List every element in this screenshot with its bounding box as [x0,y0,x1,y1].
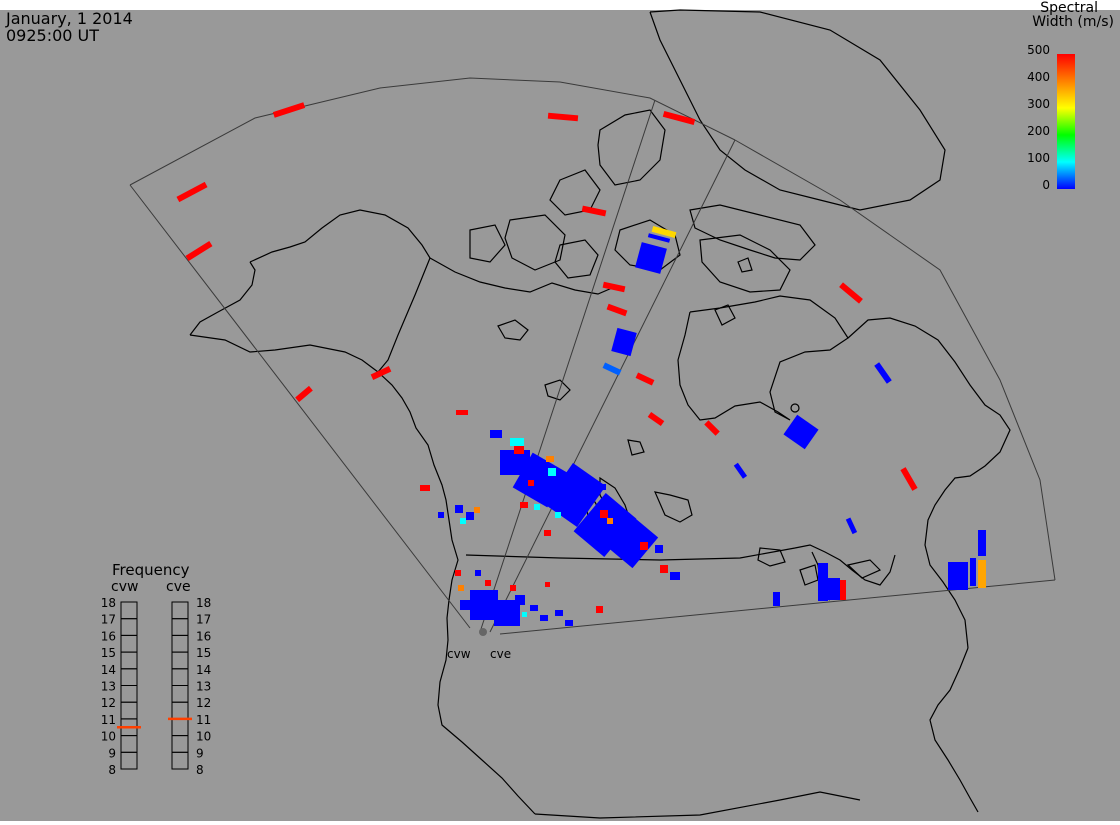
frequency-scale-label: 15 [101,646,116,660]
colorbar-tick-400: 400 [1027,70,1050,84]
radar-sites: cvw cve [447,628,511,661]
frequency-scale-label: 12 [196,696,211,710]
fov-inner-edge-east [489,139,736,633]
site-label-cvw: cvw [447,647,471,661]
frequency-scale-label: 17 [196,613,211,627]
radar-fields-of-view [129,77,1056,635]
fov-outer-arc-east [734,139,1056,581]
borders [377,257,796,561]
frequency-title: Frequency [112,561,190,579]
spectral-width-scatter [176,102,986,626]
site-label-cve: cve [490,647,511,661]
frequency-label-cve: cve [166,579,191,595]
frequency-scale-cell [120,751,138,770]
fov-outer-arc [129,77,736,186]
fov-inner-edge-west [479,99,656,633]
frequency-scale-label: 14 [196,663,211,677]
frequency-scale-label: 16 [196,629,211,643]
colorbar-title-line1: Spectral [1040,0,1098,16]
colorbar-title-line2: Width (m/s) [1032,14,1114,30]
colorbar-tick-500: 500 [1027,43,1050,57]
colorbar-tick-0: 0 [1042,178,1050,192]
colorbar-tick-300: 300 [1027,97,1050,111]
map-background [0,10,1120,821]
colorbar-tick-200: 200 [1027,124,1050,138]
frequency-scale-cell [171,751,189,770]
frequency-scale-label: 17 [101,613,116,627]
spectral-width-colorbar: Spectral Width (m/s) 500 400 300 200 100… [1027,0,1114,192]
frequency-panel: Frequency cvw cve 18 17 16 15 14 13 12 11 10 9 8 18… [101,561,212,777]
frequency-scale-label: 10 [101,730,116,744]
frequency-scale-label: 11 [196,713,211,727]
time-label: 0925:00 UT [6,26,99,45]
frequency-scale-label: 13 [101,680,116,694]
frequency-scale-label: 9 [108,746,116,760]
frequency-scale-label: 18 [196,596,211,610]
date-label: January, 1 2014 [5,9,133,28]
frequency-scale-label: 18 [101,596,116,610]
frequency-scale-label: 13 [196,680,211,694]
us-canada-border [465,547,796,561]
frequency-scale-label: 8 [108,763,116,777]
frequency-scale-label: 12 [101,696,116,710]
colorbar-tick-100: 100 [1027,151,1050,165]
frequency-scale-label: 15 [196,646,211,660]
frequency-scale-label: 9 [196,746,204,760]
radar-site-marker [479,628,487,636]
frequency-scale-label: 16 [101,629,116,643]
fov-west-edge [129,184,471,629]
frequency-scale-label: 14 [101,663,116,677]
alaska-canada-border [377,257,431,373]
frequency-scale-label: 11 [101,713,116,727]
colorbar-ticks: 500 400 300 200 100 0 [1027,43,1050,192]
frequency-scale-label: 10 [196,730,211,744]
frequency-scale-label: 8 [196,763,204,777]
frequency-label-cvw: cvw [111,579,138,595]
colorbar-gradient [1057,54,1075,189]
